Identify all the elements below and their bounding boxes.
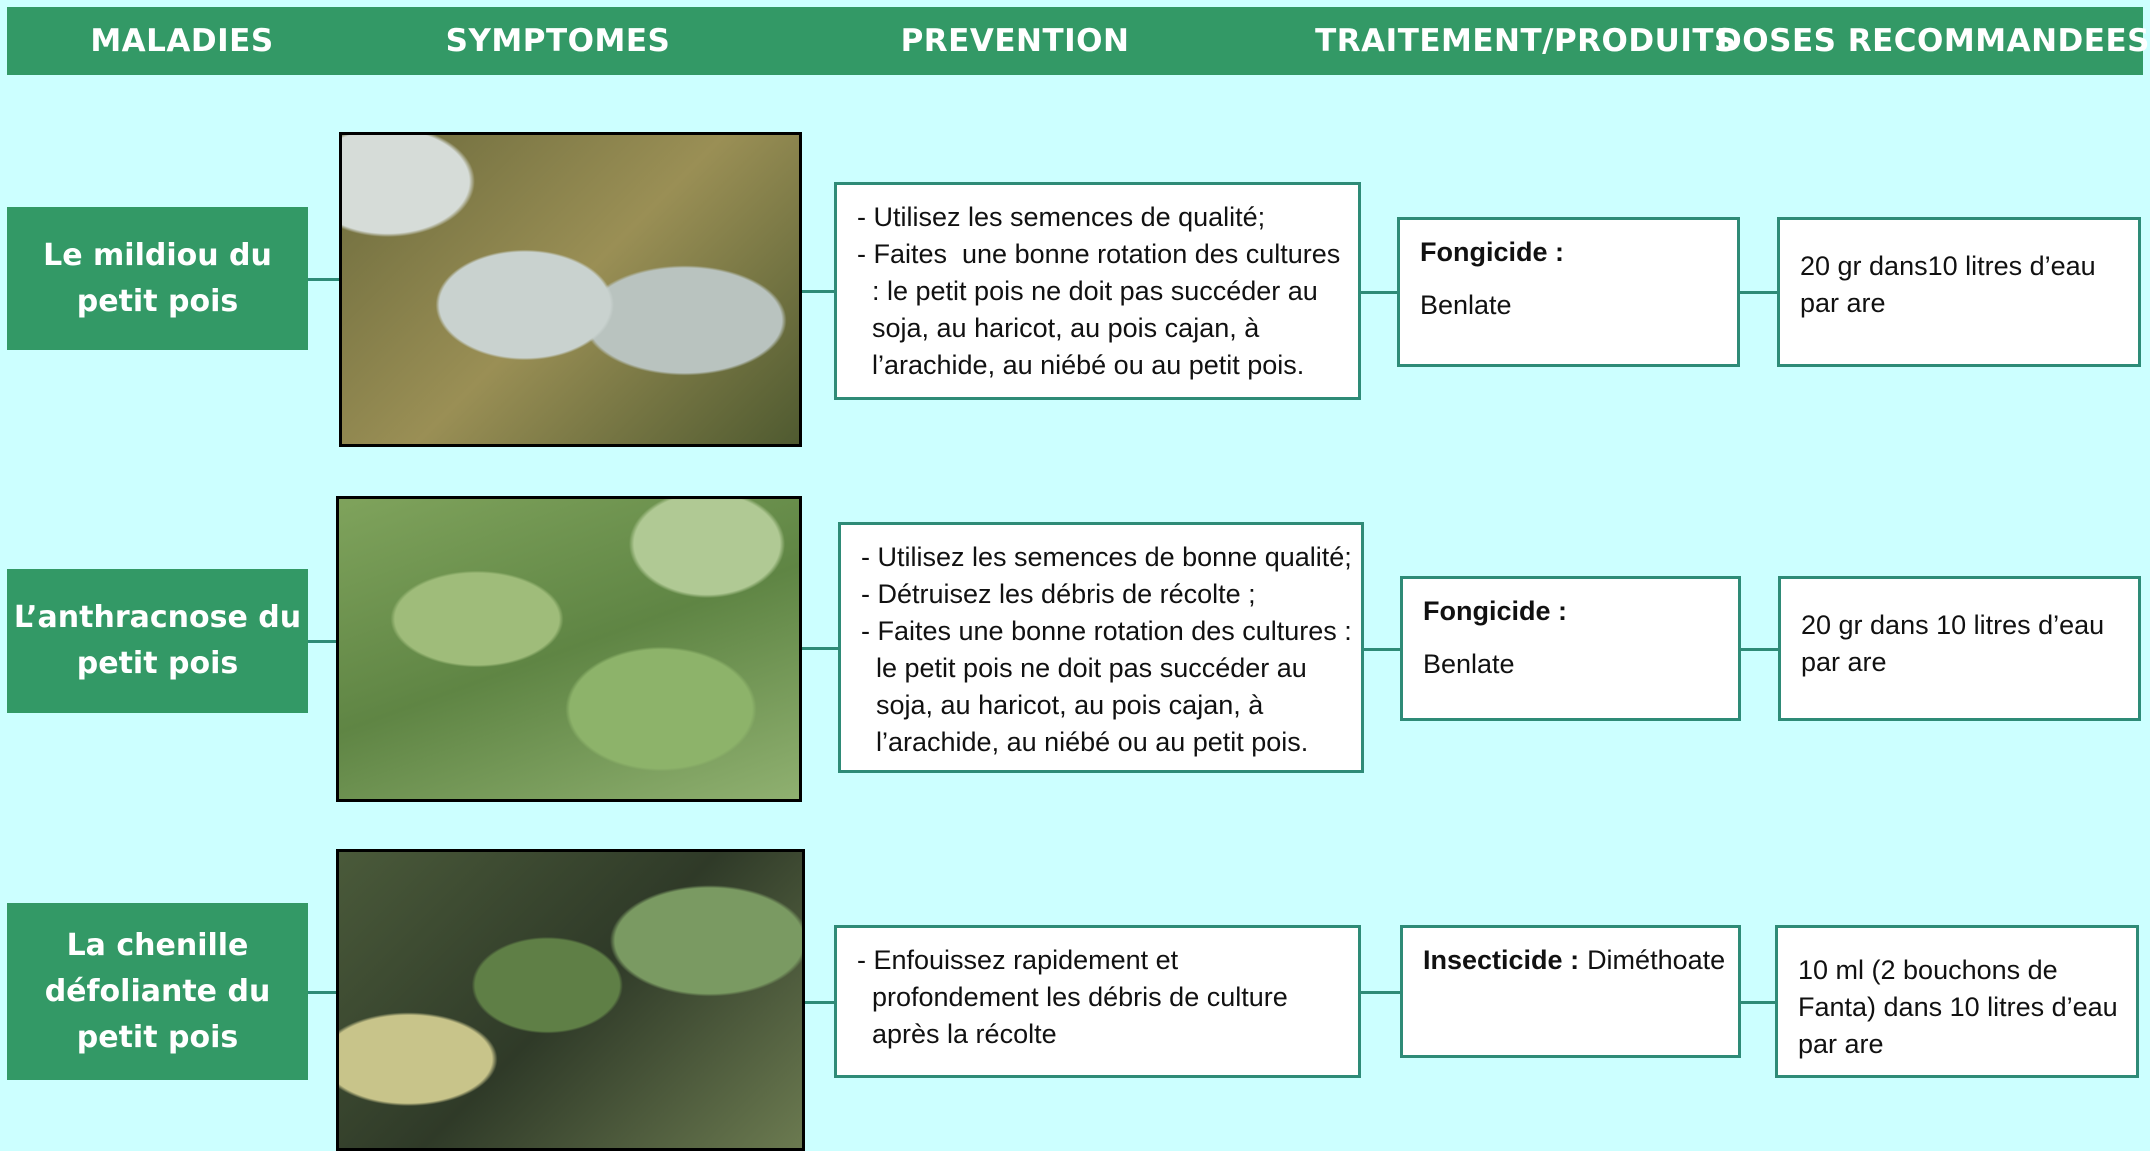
dose-box: 20 gr dans10 litres d’eau par are xyxy=(1777,217,2141,367)
connector xyxy=(308,277,339,281)
dose-line: 20 gr dans 10 litres d’eau xyxy=(1801,610,2105,640)
dose-box: 20 gr dans 10 litres d’eau par are xyxy=(1778,576,2141,721)
prevention-box: - Utilisez les semences de bonne qualité… xyxy=(838,522,1364,773)
prevention-line: : le petit pois ne doit pas succéder au xyxy=(857,276,1318,306)
treatment-box: Fongicide : Benlate xyxy=(1397,217,1740,367)
prevention-line: - Utilisez les semences de bonne qualité… xyxy=(861,542,1352,572)
connector xyxy=(802,290,834,293)
disease-line: Le mildiou du xyxy=(43,237,272,273)
prevention-line: après la récolte xyxy=(857,1019,1057,1049)
connector xyxy=(1741,1000,1775,1004)
dose-line: 20 gr dans10 litres d’eau xyxy=(1800,251,2096,281)
prevention-line: soja, au haricot, au pois cajan, à xyxy=(857,313,1260,343)
treatment-line: Insecticide : Diméthoate xyxy=(1423,942,1725,979)
connector xyxy=(802,646,838,650)
connector xyxy=(1364,647,1400,651)
prevention-box: - Utilisez les semences de qualité; - Fai… xyxy=(834,182,1361,400)
treatment-label: Fongicide : xyxy=(1423,596,1567,626)
symptom-photo xyxy=(336,849,805,1151)
connector xyxy=(308,640,336,643)
connector xyxy=(805,1000,834,1004)
dose-box: 10 ml (2 bouchons de Fanta) dans 10 litre… xyxy=(1775,925,2139,1078)
dose-line: par are xyxy=(1798,1029,1884,1059)
prevention-line: le petit pois ne doit pas succéder au xyxy=(861,653,1307,683)
prevention-line: profondement les débris de culture xyxy=(857,982,1288,1012)
prevention-line: - Utilisez les semences de qualité; xyxy=(857,202,1266,232)
dose-line: Fanta) dans 10 litres d’eau xyxy=(1798,992,2118,1022)
column-header: TRAITEMENT/PRODUITS xyxy=(1315,23,1737,59)
symptom-photo xyxy=(339,132,802,447)
column-header: SYMPTOMES xyxy=(445,23,671,59)
connector xyxy=(1741,647,1778,651)
prevention-line: - Enfouissez rapidement et xyxy=(857,945,1179,975)
dose-line: par are xyxy=(1801,647,1887,677)
prevention-box: - Enfouissez rapidement et profondement … xyxy=(834,925,1361,1078)
treatment-product: Benlate xyxy=(1420,290,1512,320)
dose-line: 10 ml (2 bouchons de xyxy=(1798,955,2058,985)
connector xyxy=(1740,291,1777,294)
treatment-label: Insecticide : xyxy=(1423,945,1580,975)
connector xyxy=(308,990,336,994)
prevention-line: soja, au haricot, au pois cajan, à xyxy=(861,690,1264,720)
treatment-label: Fongicide : xyxy=(1420,237,1564,267)
disease-line: La chenille xyxy=(66,927,249,963)
disease-line: L’anthracnose du xyxy=(13,600,302,635)
disease-label: La chenille défoliante du petit pois xyxy=(7,903,308,1080)
treatment-product: Benlate xyxy=(1423,649,1515,679)
disease-line: petit pois xyxy=(76,283,239,319)
disease-line: petit pois xyxy=(76,1019,239,1055)
prevention-line: - Faites une bonne rotation des cultures xyxy=(857,239,1341,269)
disease-line: petit pois xyxy=(76,646,239,681)
prevention-line: l’arachide, au niébé ou au petit pois. xyxy=(857,350,1305,380)
symptom-photo xyxy=(336,496,802,802)
header-bar xyxy=(7,7,2143,75)
connector xyxy=(1361,990,1400,994)
treatment-product: Diméthoate xyxy=(1587,945,1726,975)
column-header: DOSES RECOMMANDEES xyxy=(1716,23,2150,59)
prevention-line: - Détruisez les débris de récolte ; xyxy=(861,579,1256,609)
disease-line: défoliante du xyxy=(44,973,271,1009)
dose-line: par are xyxy=(1800,288,1886,318)
disease-label: Le mildiou du petit pois xyxy=(7,207,308,350)
prevention-line: l’arachide, au niébé ou au petit pois. xyxy=(861,727,1309,757)
treatment-box: Fongicide : Benlate xyxy=(1400,576,1741,721)
disease-label: L’anthracnose du petit pois xyxy=(7,569,308,713)
prevention-line: - Faites une bonne rotation des cultures… xyxy=(861,616,1352,646)
treatment-box: Insecticide : Diméthoate xyxy=(1400,925,1741,1058)
column-header: PREVENTION xyxy=(900,23,1130,59)
connector xyxy=(1361,291,1397,294)
column-header: MALADIES xyxy=(90,23,274,59)
